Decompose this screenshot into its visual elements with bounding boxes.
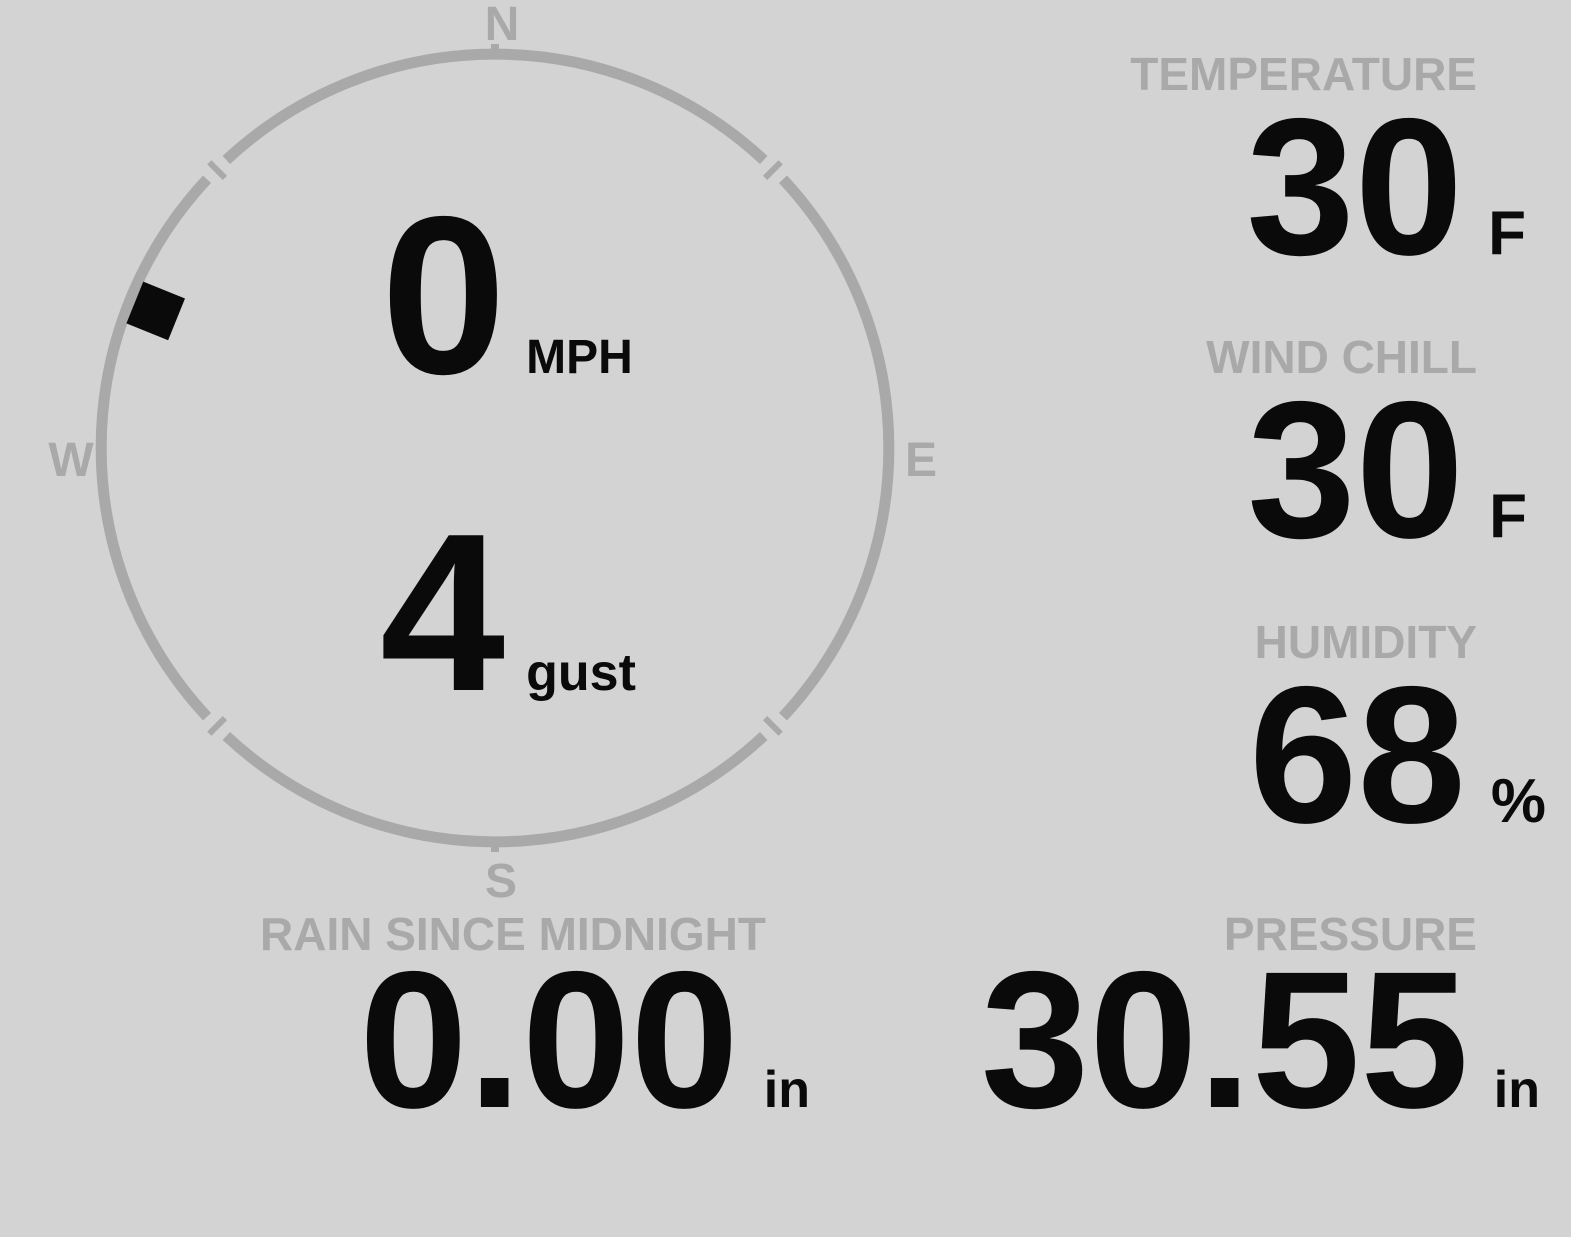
humidity-readout: 68 % [1249, 658, 1546, 853]
wind-speed-value: 0 [381, 169, 507, 421]
compass-label-east: E [904, 434, 938, 487]
wind-compass: N E S W 0 MPH 4 gust [0, 0, 1000, 910]
wind-gust-unit: gust [526, 644, 636, 702]
wind-gust-value: 4 [380, 486, 506, 738]
compass-arc-west [95, 175, 212, 721]
wind-speed-readout: 0 MPH [381, 183, 633, 408]
compass-intercardinal-ticks [207, 44, 783, 852]
compass-arc-east [778, 175, 895, 721]
compass-tick-sw [207, 715, 228, 736]
humidity-unit: % [1490, 767, 1546, 836]
humidity-value: 68 [1248, 646, 1466, 864]
temperature-value: 30 [1246, 78, 1464, 296]
temperature-unit: F [1488, 199, 1526, 268]
rain-label: RAIN SINCE MIDNIGHT [260, 908, 766, 960]
wind-direction-marker [126, 281, 185, 341]
rain-value: 0.00 [359, 931, 739, 1149]
wind-speed-unit: MPH [526, 331, 633, 384]
wind-chill-label: WIND CHILL [1206, 331, 1477, 383]
pressure-value: 30.55 [980, 931, 1469, 1149]
temperature-label: TEMPERATURE [1130, 48, 1477, 100]
wind-gust-readout: 4 gust [380, 500, 636, 725]
compass-tick-se [762, 715, 783, 736]
rain-readout: 0.00 in [359, 943, 810, 1138]
pressure-unit: in [1493, 1061, 1540, 1119]
temperature-readout: 30 F [1246, 90, 1526, 285]
wind-chill-value: 30 [1247, 361, 1465, 579]
compass-label-west: W [48, 434, 94, 487]
rain-unit: in [763, 1061, 810, 1119]
compass-tick-ne [762, 160, 783, 181]
pressure-readout: 30.55 in [981, 943, 1540, 1138]
pressure-label: PRESSURE [1223, 908, 1477, 960]
wind-chill-readout: 30 F [1247, 373, 1527, 568]
compass-ring-svg [95, 44, 895, 852]
compass-label-north: N [484, 0, 520, 51]
compass-arc-north [222, 48, 768, 165]
compass-tick-nw [207, 160, 228, 181]
humidity-label: HUMIDITY [1254, 616, 1477, 668]
wind-chill-unit: F [1489, 482, 1527, 551]
compass-label-south: S [484, 855, 518, 908]
compass-arc-south [222, 731, 768, 848]
